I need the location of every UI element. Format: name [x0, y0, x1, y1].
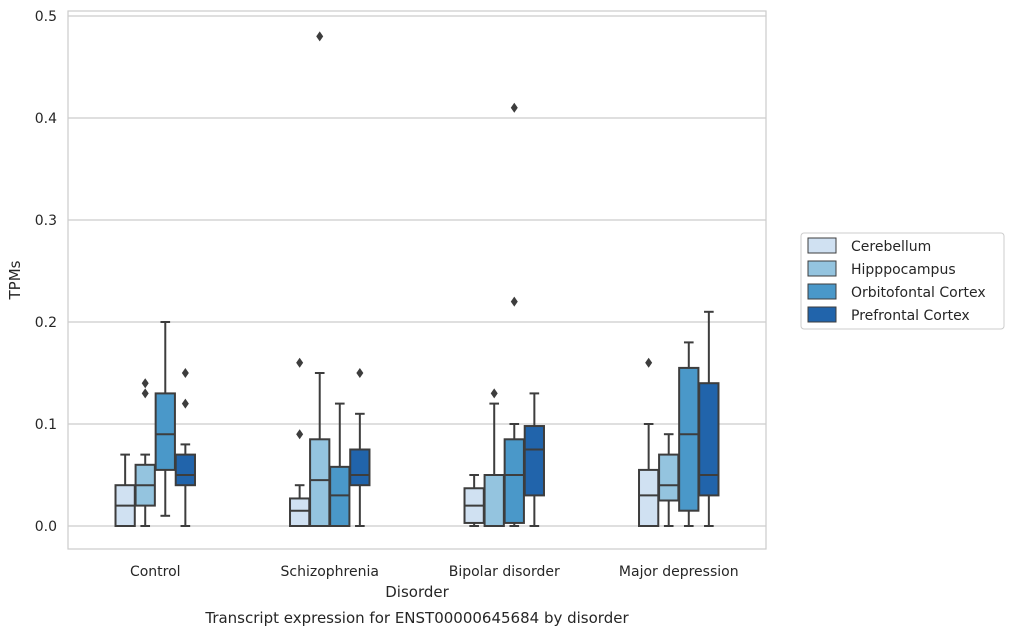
box-iqr — [503, 438, 525, 524]
legend-frame — [800, 232, 1005, 330]
box-2-3 — [523, 392, 545, 527]
x-axis-label: Disorder — [385, 583, 449, 601]
legend-label: Cerebellum — [851, 239, 931, 255]
box-iqr — [309, 438, 331, 527]
y-tick-label: 0.1 — [35, 417, 57, 433]
legend-label: Hipppocampus — [851, 262, 956, 278]
x-axis-ticks: Control Schizophrenia Bipolar disorder Majo… — [130, 564, 739, 580]
box-iqr — [658, 453, 680, 502]
box-1-2 — [329, 402, 351, 527]
y-axis-ticks: 0.0 0.1 0.2 0.3 0.4 0.5 — [35, 9, 57, 535]
outlier-point — [490, 388, 498, 399]
legend: Cerebellum Hipppocampus Orbitofontal Corte… — [800, 232, 1005, 330]
box-3-3 — [698, 310, 720, 527]
x-tick-label: Bipolar disorder — [449, 564, 560, 580]
outlier-point — [316, 31, 324, 42]
box-0-1 — [134, 378, 156, 527]
legend-swatch — [807, 306, 837, 323]
outlier-point — [296, 357, 304, 368]
box-iqr — [638, 468, 660, 527]
y-tick-label: 0.5 — [35, 9, 57, 25]
legend-swatch — [807, 237, 837, 254]
outlier-point — [296, 429, 304, 440]
box-iqr — [483, 474, 505, 527]
y-axis-label: TPMs — [6, 260, 24, 300]
x-tick-label: Schizophrenia — [281, 564, 379, 580]
legend-items: Cerebellum Hipppocampus Orbitofontal Corte… — [807, 237, 986, 324]
outlier-point — [510, 296, 518, 307]
legend-swatch — [807, 283, 837, 300]
box-iqr — [289, 497, 311, 527]
outlier-point — [181, 368, 189, 378]
outlier-point — [645, 357, 653, 368]
y-tick-label: 0.3 — [35, 213, 57, 229]
box-0-3 — [174, 368, 196, 527]
box-1-3 — [349, 368, 371, 527]
plot-area-frame — [67, 10, 767, 550]
box-2-1 — [483, 388, 505, 527]
legend-label: Orbitofontal Cortex — [851, 285, 986, 301]
x-tick-label: Major depression — [619, 564, 739, 580]
box-iqr — [174, 453, 196, 487]
box-iqr — [349, 448, 371, 487]
outlier-point — [356, 368, 364, 378]
y-tick-label: 0.0 — [35, 519, 57, 535]
box-3-1 — [658, 433, 680, 527]
outlier-point — [181, 398, 189, 409]
box-iqr — [154, 392, 176, 471]
box-3-2 — [678, 341, 700, 527]
box-iqr — [678, 366, 700, 512]
box-iqr — [698, 382, 720, 497]
y-tick-label: 0.2 — [35, 315, 57, 331]
legend-swatch — [807, 260, 837, 277]
box-0-2 — [154, 321, 176, 517]
box-iqr — [329, 465, 351, 527]
legend-label: Prefrontal Cortex — [851, 308, 970, 324]
chart-caption: Transcript expression for ENST0000064568… — [204, 609, 629, 627]
y-tick-label: 0.4 — [35, 111, 57, 127]
outlier-point — [141, 378, 149, 389]
boxes — [114, 31, 720, 528]
outlier-point — [510, 102, 518, 113]
outlier-point — [141, 388, 149, 399]
x-tick-label: Control — [130, 564, 181, 580]
box-1-1 — [309, 31, 331, 527]
box-2-2 — [503, 102, 525, 527]
box-iqr — [523, 425, 545, 497]
